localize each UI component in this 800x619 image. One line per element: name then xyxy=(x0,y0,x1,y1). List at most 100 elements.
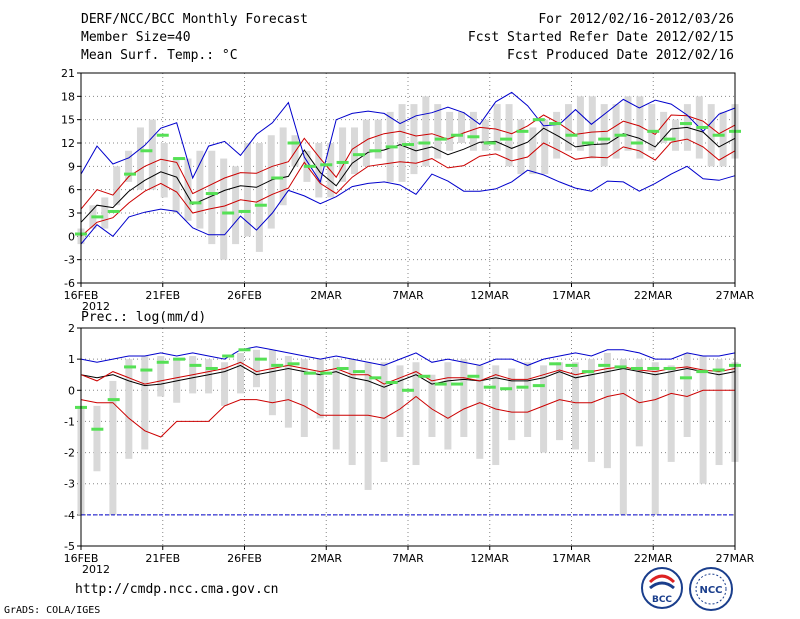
prec-spread-box xyxy=(699,356,707,484)
temp-ytick-label: 18 xyxy=(61,90,75,103)
prec-median-mark xyxy=(679,376,692,380)
prec-spread-box xyxy=(683,352,691,437)
variable-label: Mean Surf. Temp.: °C xyxy=(81,48,238,63)
temp-spread-box xyxy=(493,104,501,151)
temp-median-mark xyxy=(679,122,692,126)
temp-spread-box xyxy=(339,127,347,182)
prec-xtick-label: 7MAR xyxy=(392,552,424,565)
prec-spread-box xyxy=(316,359,324,419)
prec-spread-box xyxy=(364,362,372,490)
prec-xtick-label: 21FEB xyxy=(145,552,180,565)
temp-ytick-label: 15 xyxy=(61,114,75,127)
temp-spread-box xyxy=(600,104,608,167)
temp-ytick-label: 21 xyxy=(61,67,75,80)
temp-median-mark xyxy=(107,209,120,213)
prec-spread-box xyxy=(93,405,101,472)
temp-median-mark xyxy=(238,209,251,213)
prec-median-mark xyxy=(287,362,300,366)
temp-xtick-label: 16FEB xyxy=(64,289,99,302)
prec-spread-box xyxy=(252,349,260,388)
prec-xtick-label: 2MAR xyxy=(310,552,342,565)
prec-xtick-label: 22MAR xyxy=(634,552,673,565)
prec-xtick-label: 16FEB xyxy=(64,552,99,565)
prec-median-mark xyxy=(402,388,414,392)
temp-median-mark xyxy=(336,160,349,164)
temp-median-mark xyxy=(712,133,725,137)
prec-spread-box xyxy=(444,362,452,450)
prec-spread-box xyxy=(412,362,420,466)
temp-upper-percentile-line xyxy=(80,114,736,210)
prec-xtick-label: 26FEB xyxy=(227,552,262,565)
temp-xtick-label: 27MAR xyxy=(716,289,755,302)
prec-spread-box xyxy=(667,365,675,462)
prec-plot-frame xyxy=(80,327,736,547)
temp-spread-box xyxy=(148,119,156,190)
prec-median-mark xyxy=(271,363,284,367)
source-url[interactable]: http://cmdp.ncc.cma.gov.cn xyxy=(75,582,279,597)
temp-spread-box xyxy=(588,96,596,159)
prec-median-mark xyxy=(598,363,611,367)
prec-median-mark xyxy=(483,385,496,389)
temp-median-mark xyxy=(140,149,153,153)
prec-ytick-label: -4 xyxy=(64,509,75,522)
temp-median-mark xyxy=(663,137,676,141)
temp-spread-box xyxy=(719,111,727,167)
prec-median-mark xyxy=(630,366,643,370)
prec-ytick-label: -1 xyxy=(64,415,75,428)
prec-spread-box xyxy=(125,359,133,459)
temp-ytick-label: 9 xyxy=(68,160,75,173)
temp-spread-box xyxy=(505,104,513,167)
prec-median-mark xyxy=(500,387,513,391)
temp-xtick-label: 26FEB xyxy=(227,289,262,302)
temp-spread-box xyxy=(565,104,573,151)
prec-median-mark xyxy=(222,354,235,358)
temp-spread-box xyxy=(541,119,549,175)
prec-median-mark xyxy=(124,365,137,369)
ncc-logo: NCC xyxy=(689,567,733,611)
produced-date: Fcst Produced Date 2012/02/16 xyxy=(507,48,734,63)
temp-xtick-label: 17MAR xyxy=(552,289,591,302)
prec-median-mark xyxy=(467,374,480,378)
prec-ytick-label: -2 xyxy=(64,447,75,460)
prec-median-mark xyxy=(516,385,529,389)
temp-median-mark xyxy=(303,164,316,168)
temp-median-mark xyxy=(156,133,169,137)
prec-spread-box xyxy=(237,352,245,394)
temp-spread-box xyxy=(707,104,715,167)
temp-median-mark xyxy=(451,133,464,137)
temp-median-mark xyxy=(532,118,545,122)
prec-spread-box xyxy=(508,368,516,441)
prec-spread-box xyxy=(109,380,117,515)
prec-spread-box xyxy=(603,352,611,469)
prec-median-mark xyxy=(189,363,202,367)
temp-xtick-label: 22MAR xyxy=(634,289,673,302)
prec-ytick-label: 0 xyxy=(68,384,75,397)
member-size: Member Size=40 xyxy=(81,30,191,45)
prec-ytick-label: 1 xyxy=(68,353,75,366)
temp-median-mark xyxy=(696,125,709,129)
temp-ytick-label: -3 xyxy=(64,254,75,267)
prec-spread-box xyxy=(380,362,388,462)
temp-spread-box xyxy=(374,119,382,159)
prec-median-mark xyxy=(107,398,120,402)
prec-median-mark xyxy=(614,365,627,369)
prec-median-mark xyxy=(140,368,153,372)
temp-median-mark xyxy=(630,141,643,145)
prec-median-mark xyxy=(205,366,218,370)
temp-spread-box xyxy=(434,104,442,159)
prec-spread-box xyxy=(651,362,659,515)
temp-ytick-label: 6 xyxy=(68,184,75,197)
started-refer-date: Fcst Started Refer Date 2012/02/15 xyxy=(467,30,734,45)
temp-spread-box xyxy=(243,143,251,237)
temp-median-mark xyxy=(254,203,267,207)
temp-median-mark xyxy=(352,153,365,157)
temp-spread-box xyxy=(469,111,477,151)
prec-median-mark xyxy=(303,371,316,375)
temp-median-mark xyxy=(222,211,235,215)
prec-median-mark xyxy=(434,382,447,386)
temp-median-mark xyxy=(467,135,480,139)
temp-spread-box xyxy=(362,119,370,167)
prec-median-mark xyxy=(369,376,382,380)
prec-spread-box xyxy=(332,359,340,450)
prec-median-mark xyxy=(156,360,169,364)
